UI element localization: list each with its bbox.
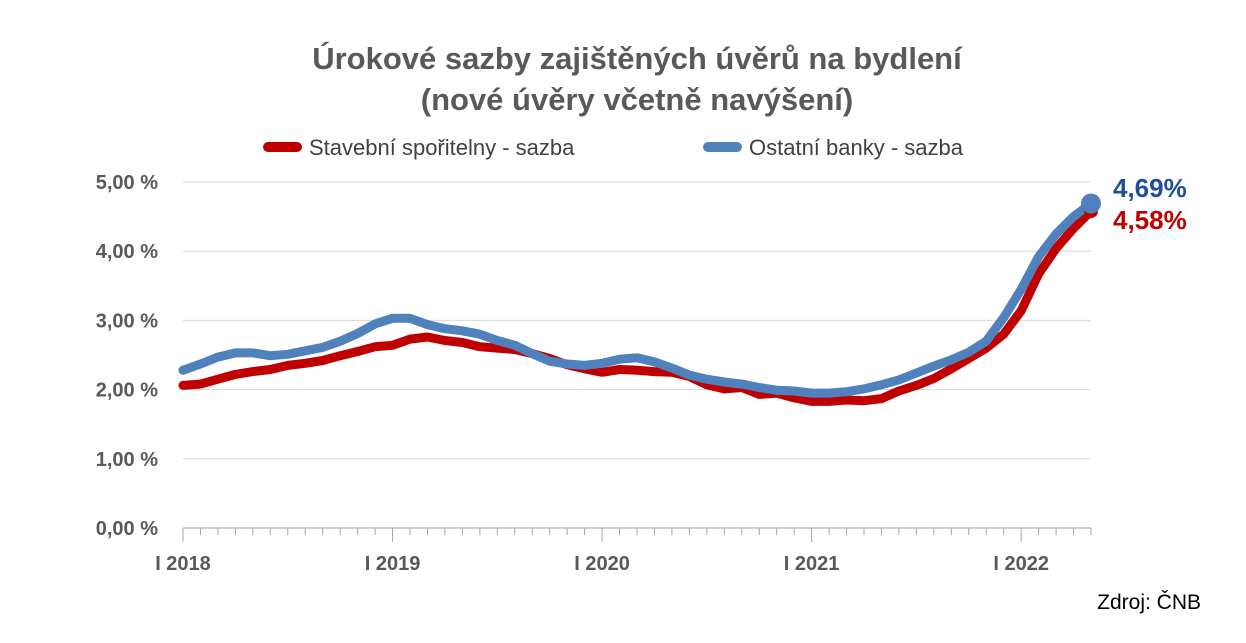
y-tick-label: 0,00 %	[96, 518, 158, 540]
legend-label-stavebni-sporitelny: Stavební spořitelny - sazba	[309, 135, 575, 160]
y-tick-label: 1,00 %	[96, 449, 158, 471]
series-line-stavebni-sporitelny	[178, 206, 1096, 406]
x-axis-tick-labels: I 2018 I 2019 I 2020 I 2021 I 2022	[155, 553, 1049, 575]
series-line-ostatni-banky	[178, 199, 1096, 398]
series-lines	[178, 193, 1101, 406]
y-tick-label: 5,00 %	[96, 172, 158, 194]
legend-label-ostatni-banky: Ostatní banky - sazba	[749, 135, 964, 160]
y-tick-label: 4,00 %	[96, 241, 158, 263]
gridlines	[183, 181, 1091, 460]
end-label-ostatni-banky: 4,69%	[1113, 173, 1187, 203]
x-tick-label: I 2022	[993, 553, 1049, 575]
x-tick-label: I 2018	[155, 553, 211, 575]
y-tick-label: 2,00 %	[96, 380, 158, 402]
end-marker-ostatni-banky	[1081, 193, 1101, 214]
x-tick-label: I 2020	[574, 553, 630, 575]
y-axis-tick-labels: 0,00 % 1,00 % 2,00 % 3,00 % 4,00 % 5,00 %	[96, 172, 158, 540]
end-label-stavebni-sporitelny: 4,58%	[1113, 205, 1187, 235]
x-tick-label: I 2021	[784, 553, 840, 575]
x-tick-label: I 2019	[365, 553, 421, 575]
source-note: Zdroj: ČNB	[1097, 591, 1201, 614]
chart-title-line-2: (nové úvěry včetně navýšení)	[421, 82, 853, 117]
y-tick-label: 3,00 %	[96, 310, 158, 332]
chart-title-line-1: Úrokové sazby zajištěných úvěrů na bydle…	[312, 40, 963, 76]
legend: Stavební spořitelny - sazba Ostatní bank…	[263, 135, 964, 160]
x-axis	[182, 527, 1092, 542]
